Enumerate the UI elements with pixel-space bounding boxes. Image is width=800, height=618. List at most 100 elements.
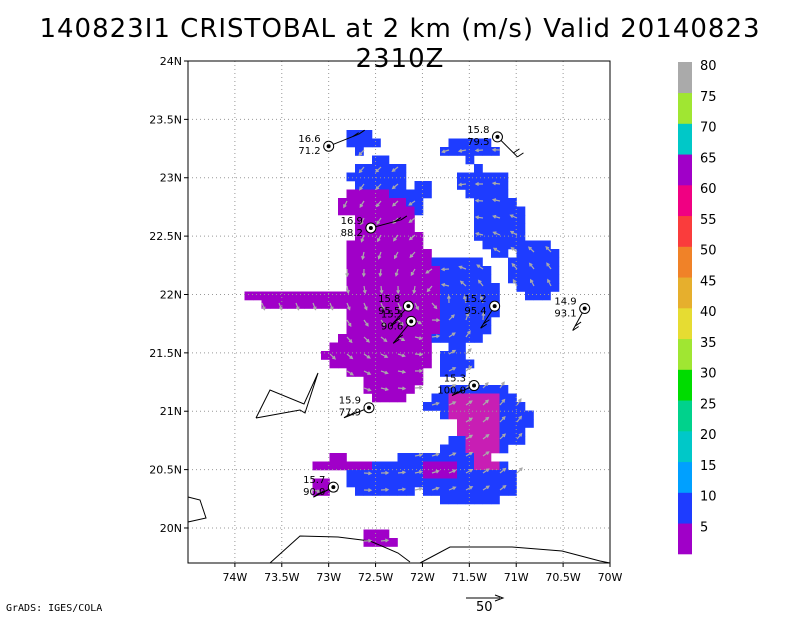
station-value-bottom: 90.6 xyxy=(381,321,403,332)
shade-cell xyxy=(355,487,364,496)
shade-cell xyxy=(448,138,458,148)
shade-cell xyxy=(491,393,500,403)
shade-cell xyxy=(431,402,441,411)
shade-cell xyxy=(465,300,475,309)
shade-cell xyxy=(397,189,407,199)
shade-cell xyxy=(380,283,390,292)
shade-cell xyxy=(499,419,509,428)
shade-cell xyxy=(431,283,441,292)
shade-cell xyxy=(465,385,475,394)
lat-tick-label: 23N xyxy=(160,172,182,185)
shade-cell xyxy=(406,189,415,199)
shade-cell xyxy=(440,470,449,479)
shade-cell xyxy=(508,223,517,233)
shade-cell xyxy=(508,478,517,488)
shade-cell xyxy=(346,206,356,216)
shade-cell xyxy=(448,274,458,284)
axis-ticks: 74W 73.5W 73W 72.5W 72W 71.5W 71W 70.5W 70W 24N 23… xyxy=(149,55,622,584)
shade-cell xyxy=(363,538,373,547)
shade-cell xyxy=(465,444,475,454)
lon-tick-label: 72W xyxy=(410,571,435,584)
shade-cell xyxy=(474,470,483,479)
shade-cell xyxy=(372,206,381,216)
shade-cell xyxy=(346,470,356,479)
shade-cell xyxy=(423,402,432,411)
wind-arrow xyxy=(363,538,373,543)
shade-cell xyxy=(491,478,500,488)
lon-tick-label: 73.5W xyxy=(264,571,299,584)
shade-cell xyxy=(499,402,509,411)
wind-arrow xyxy=(312,302,317,311)
colorbar-label: 65 xyxy=(700,151,717,166)
shade-cell xyxy=(397,487,407,496)
shade-cell xyxy=(533,274,543,284)
shade-cell xyxy=(329,342,339,352)
shade-cell xyxy=(389,232,398,241)
shade-cell xyxy=(457,317,466,326)
shade-cell xyxy=(346,308,356,318)
shade-cell xyxy=(414,266,424,275)
shade-cell xyxy=(372,172,381,182)
shade-cell xyxy=(465,257,475,267)
shade-cell xyxy=(346,283,356,292)
shade-cell xyxy=(321,351,330,360)
shade-cell xyxy=(380,376,390,386)
shade-cell xyxy=(397,325,407,335)
shade-cell xyxy=(355,198,364,207)
shade-cell xyxy=(389,376,398,386)
shade-cell xyxy=(380,300,390,309)
shade-cell xyxy=(431,274,441,284)
shade-cell xyxy=(474,215,483,224)
shade-cell xyxy=(474,206,483,216)
shade-cell xyxy=(440,317,449,326)
shade-cell xyxy=(363,189,373,199)
station-value-top: 15.8 xyxy=(378,294,400,305)
shade-cell xyxy=(474,453,483,462)
shade-cell xyxy=(397,232,407,241)
wind-arrow xyxy=(412,285,417,295)
lat-tick-label: 22N xyxy=(160,288,182,301)
shade-cell xyxy=(372,266,381,275)
shade-cell xyxy=(278,300,288,309)
shade-cell xyxy=(440,308,449,318)
wind-arrow xyxy=(527,246,535,253)
wind-arrow xyxy=(376,217,382,225)
shade-cell xyxy=(474,138,483,148)
shade-cell xyxy=(338,334,347,343)
shade-cell xyxy=(457,172,466,182)
station-marker: 15.590.6 xyxy=(381,309,417,344)
wind-arrow xyxy=(516,432,523,440)
wind-arrow xyxy=(546,262,552,270)
shade-cell xyxy=(346,266,356,275)
shade-cell xyxy=(355,181,364,190)
wind-arrow xyxy=(530,278,535,287)
shade-cell xyxy=(457,393,466,403)
shade-cell xyxy=(508,487,517,496)
shade-cell xyxy=(491,291,500,301)
shade-cell xyxy=(482,385,492,394)
shade-cell xyxy=(363,206,373,216)
station-value-bottom: 93.1 xyxy=(554,308,576,319)
wind-speed-shading xyxy=(244,130,560,547)
wind-arrow xyxy=(474,198,484,203)
shade-cell xyxy=(363,138,373,148)
shade-cell xyxy=(372,368,381,377)
wind-arrow xyxy=(448,349,457,355)
shade-cell xyxy=(363,164,373,173)
shade-cell xyxy=(406,342,415,352)
shade-cell xyxy=(406,461,415,471)
wind-arrow xyxy=(499,381,505,389)
shade-cell xyxy=(389,308,398,318)
lat-tick-label: 21.5N xyxy=(149,347,182,360)
shade-cell xyxy=(491,206,500,216)
colorbar-label: 5 xyxy=(700,520,708,535)
shade-cell xyxy=(465,155,475,165)
shade-cell xyxy=(516,223,526,233)
wind-arrow xyxy=(448,452,457,457)
shade-cell xyxy=(380,266,390,275)
shade-cell xyxy=(482,444,492,454)
shade-cell xyxy=(482,206,492,216)
lon-tick-label: 70.5W xyxy=(545,571,580,584)
station-value-bottom: 71.2 xyxy=(298,146,320,157)
shade-cell xyxy=(457,283,466,292)
